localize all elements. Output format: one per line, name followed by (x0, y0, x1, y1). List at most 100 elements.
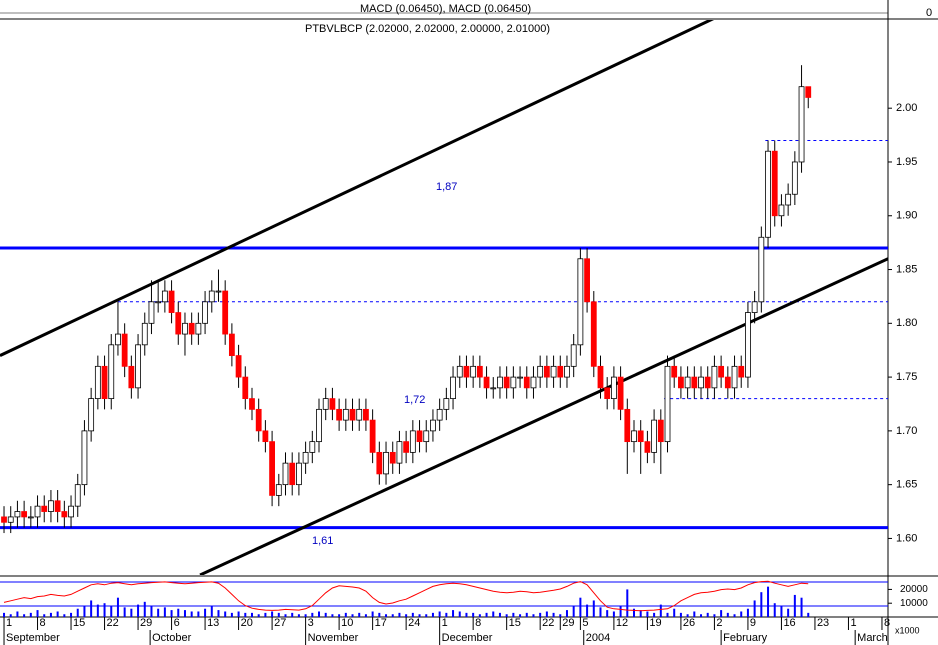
candle-body (604, 387, 611, 400)
candle-body (443, 398, 450, 410)
candle-body (704, 376, 711, 389)
y-tick-label: 0 (926, 7, 932, 19)
candle-body (463, 365, 470, 378)
volume-bar (197, 611, 200, 617)
volume-bar (673, 608, 676, 617)
volume-bar (686, 614, 689, 617)
volume-bar (505, 614, 508, 617)
lower-panel (3, 580, 810, 617)
candle-body (296, 462, 302, 486)
month-label: December (442, 632, 493, 644)
candle-body (637, 430, 644, 443)
volume-bar (304, 614, 307, 617)
candle-body (155, 301, 162, 304)
volume-bar (324, 612, 327, 617)
volume-bar (720, 610, 723, 617)
volume-bar (512, 612, 515, 617)
volume-bar (760, 592, 763, 617)
volume-bar (572, 605, 575, 617)
volume-bar (398, 612, 401, 617)
candle-body (503, 376, 510, 389)
volume-bar (137, 604, 140, 617)
volume-bar (163, 607, 166, 617)
candle-body (376, 451, 383, 475)
volume-bar (224, 611, 227, 617)
candle-body (597, 365, 604, 389)
volume-bar (204, 608, 207, 617)
candle-body (450, 376, 456, 400)
volume-bar (116, 597, 119, 617)
volume-bar (639, 610, 642, 617)
y-tick-label: 1.70 (896, 425, 917, 437)
candle-body (724, 376, 731, 389)
volume-bar (217, 610, 220, 617)
candle-body (671, 365, 678, 378)
volume-bar (800, 597, 803, 617)
candle-body (798, 86, 805, 163)
volume-bar (445, 612, 448, 617)
candle-body (564, 365, 570, 378)
volume-bar (612, 611, 615, 617)
candle-body (101, 365, 108, 400)
candle-body (322, 398, 329, 410)
volume-bar (371, 611, 374, 617)
candle-body (249, 398, 255, 410)
volume-bar (244, 612, 247, 617)
volume-bar (418, 614, 421, 617)
x-tick-label: 8 (884, 617, 890, 629)
volume-bar (619, 605, 622, 617)
candle-body (470, 365, 477, 378)
candle-body (81, 430, 88, 486)
volume-bar (492, 611, 495, 617)
month-label: September (6, 632, 60, 644)
volume-bar (385, 614, 388, 617)
y-tick-label: 1.65 (896, 479, 917, 491)
volume-bar (498, 612, 501, 617)
candle-body (182, 322, 188, 335)
candle-body (664, 365, 671, 443)
volume-bar (646, 611, 649, 617)
volume-bar (807, 612, 810, 617)
volume-bar (753, 600, 756, 617)
candle-body (691, 376, 698, 389)
volume-bar (257, 614, 260, 617)
candle-body (282, 462, 289, 486)
x-tick-label: 1 (6, 617, 12, 629)
volume-bar (478, 614, 481, 617)
volume-bar (284, 614, 287, 617)
candle-body (684, 376, 691, 389)
volume-bar (70, 612, 73, 617)
volume-bar (545, 611, 548, 617)
volume-bar (96, 604, 99, 617)
volume-bar (653, 612, 656, 617)
volume-bar (83, 605, 86, 617)
volume-bar (264, 612, 267, 617)
candle-body (765, 150, 771, 238)
candle-body (738, 365, 745, 378)
annotation: 1,72 (404, 394, 425, 406)
y-tick-label: 1.85 (896, 263, 917, 275)
candle-body (175, 312, 182, 335)
candle-body (657, 419, 664, 443)
x-tick-label: 26 (683, 617, 695, 629)
candle-body (168, 290, 175, 313)
candle-body (135, 344, 141, 389)
volume-bar (16, 611, 19, 617)
candle-body (651, 419, 658, 453)
candle-body (805, 86, 812, 98)
candle-body (356, 408, 363, 421)
volume-bar (713, 614, 716, 617)
volume-bar (666, 612, 669, 617)
volume-bar (559, 614, 562, 617)
candle-body (745, 312, 751, 378)
candle-body (550, 365, 557, 378)
candle-body (275, 484, 282, 496)
volume-bar (599, 607, 602, 617)
volume-bar (277, 612, 280, 617)
volume-bar (76, 608, 79, 617)
volume-bar (210, 605, 213, 617)
x-tick-label: 20 (241, 617, 253, 629)
candle-body (309, 441, 316, 453)
